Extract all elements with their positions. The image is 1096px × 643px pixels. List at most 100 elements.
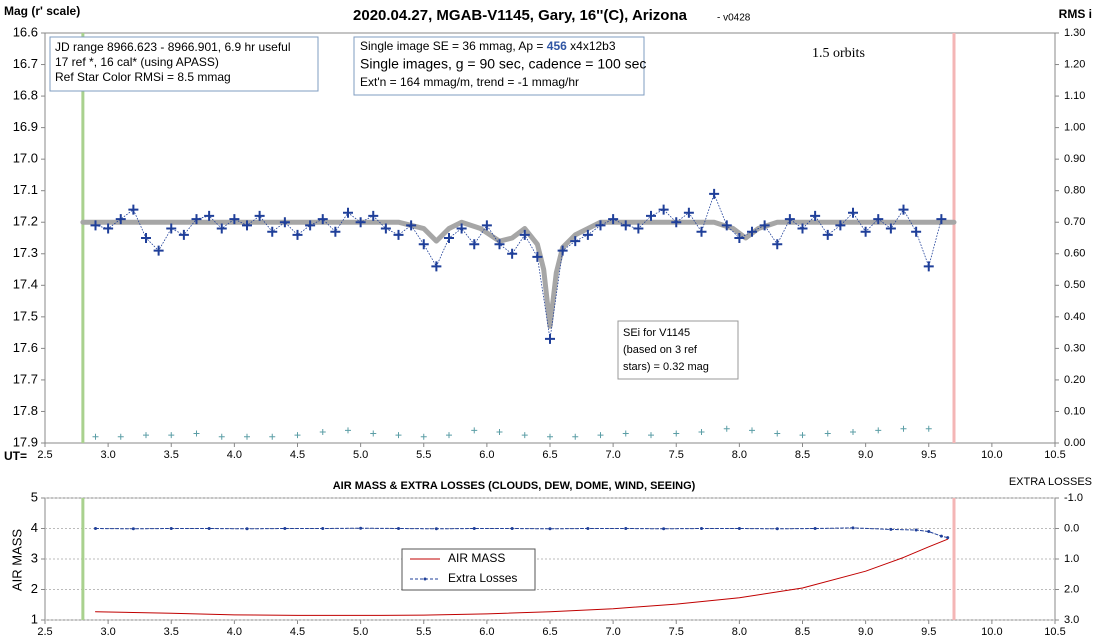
data-point <box>850 428 856 435</box>
y2-tick-label: 1.20 <box>1064 58 1085 70</box>
data-point <box>267 226 278 237</box>
x-tick-label: 3.5 <box>164 626 179 638</box>
y2-tick-label: 1.0 <box>1064 553 1079 565</box>
data-point <box>216 223 227 234</box>
data-point <box>193 430 200 437</box>
data-point <box>673 430 680 437</box>
y2-tick-label: 1.30 <box>1064 27 1085 39</box>
x-tick-label: 8.0 <box>732 626 747 638</box>
data-point <box>875 427 882 434</box>
y-tick-label: 5 <box>31 489 38 504</box>
x-tick-label: 9.0 <box>858 449 873 461</box>
data-point <box>178 229 189 240</box>
data-point <box>471 427 478 434</box>
x-tick-label: 9.5 <box>921 626 936 638</box>
y-tick-label: 17.1 <box>13 182 38 197</box>
data-point <box>824 430 831 437</box>
legend-box <box>401 548 536 591</box>
y-tick-label: 16.6 <box>13 24 38 39</box>
data-point <box>397 527 400 530</box>
y-tick-label: 16.8 <box>13 88 38 103</box>
data-point <box>925 425 932 432</box>
x-tick-label: 10.5 <box>1044 449 1065 461</box>
data-point <box>292 229 303 240</box>
y2-tick-label: 0.70 <box>1064 216 1085 228</box>
y2-axis-label: EXTRA LOSSES <box>1009 476 1092 488</box>
data-point <box>911 226 922 237</box>
y-tick-label: 2 <box>31 581 38 596</box>
x-tick-label: 6.0 <box>479 449 494 461</box>
data-point <box>799 432 806 439</box>
x-tick-label: 5.0 <box>353 449 368 461</box>
data-point <box>914 528 918 532</box>
x-tick-label: 3.0 <box>100 626 115 638</box>
chart-subtitle: - v0428 <box>717 13 751 24</box>
data-point <box>749 427 755 434</box>
data-point <box>269 433 276 440</box>
data-point <box>153 245 164 256</box>
data-point <box>368 210 379 221</box>
data-point <box>658 204 669 215</box>
image-line: Single images, g = 90 sec, cadence = 100… <box>360 56 646 72</box>
y2-tick-label: 0.20 <box>1064 374 1085 386</box>
data-point <box>848 207 858 218</box>
data-point <box>169 527 173 530</box>
data-point <box>254 210 265 221</box>
y-tick-label: 17.2 <box>13 214 38 229</box>
series-line <box>80 219 957 329</box>
x-tick-label: 7.5 <box>669 449 684 461</box>
y2-tick-label: 1.10 <box>1064 90 1085 102</box>
y-tick-label: 1 <box>31 611 38 626</box>
x-tick-label: 8.5 <box>795 449 810 461</box>
data-point <box>835 220 846 231</box>
data-point <box>507 248 518 259</box>
info-line: Ref Star Color RMSi = 8.5 mmag <box>55 70 231 84</box>
data-point <box>92 433 99 440</box>
series <box>95 538 949 616</box>
x-tick-label: 10.5 <box>1044 626 1065 638</box>
chart-title: AIR MASS & EXTRA LOSSES (CLOUDS, DEW, DO… <box>333 480 696 492</box>
data-point <box>519 229 530 240</box>
chart-title: 2020.04.27, MGAB-V1145, Gary, 16''(C), A… <box>353 7 688 24</box>
data-point <box>586 527 590 530</box>
data-point <box>671 217 682 228</box>
series <box>80 219 957 329</box>
data-point <box>721 220 732 231</box>
data-point <box>797 223 808 234</box>
data-point <box>229 214 240 225</box>
legend-marker <box>423 577 427 581</box>
y2-tick-label: 0.40 <box>1064 311 1085 323</box>
data-point <box>242 220 252 231</box>
data-point <box>822 229 833 240</box>
data-point <box>166 223 177 234</box>
data-point <box>662 527 666 531</box>
x-tick-label: 9.0 <box>858 626 873 638</box>
data-point <box>927 530 931 534</box>
sei-line: SEi for V1145 <box>623 327 690 339</box>
data-point <box>319 428 326 435</box>
data-point <box>456 223 467 234</box>
y-tick-label: 17.6 <box>13 340 38 355</box>
x-tick-label: 5.0 <box>353 626 368 638</box>
data-point <box>900 425 907 432</box>
orbits-note: 1.5 orbits <box>812 46 865 61</box>
legend-label: AIR MASS <box>448 551 505 565</box>
data-point <box>608 214 619 225</box>
data-point <box>946 536 950 540</box>
data-point <box>204 210 215 221</box>
x-tick-label: 10.0 <box>981 626 1002 638</box>
y-tick-label: 16.9 <box>13 119 38 134</box>
sei-line: (based on 3 ref <box>623 344 698 356</box>
data-point <box>481 220 492 231</box>
data-point <box>633 223 644 234</box>
plots: 2.5 3.0 3.5 4.0 4.5 5.0 5.5 6.0 6.5 7.0 7.5 8.0 8.5 9… <box>13 24 1086 637</box>
image-text: 456 <box>547 39 567 53</box>
data-point <box>317 214 328 225</box>
data-point <box>548 527 552 531</box>
data-point <box>305 220 316 231</box>
image-text: Single image SE = 36 mmag, Ap = <box>360 39 547 53</box>
data-point <box>747 226 757 237</box>
data-point <box>141 233 151 243</box>
data-point <box>143 432 149 439</box>
